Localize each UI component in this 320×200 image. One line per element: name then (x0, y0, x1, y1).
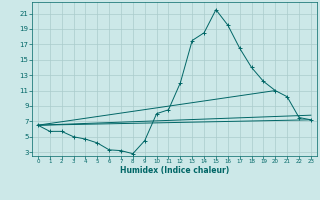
X-axis label: Humidex (Indice chaleur): Humidex (Indice chaleur) (120, 166, 229, 175)
